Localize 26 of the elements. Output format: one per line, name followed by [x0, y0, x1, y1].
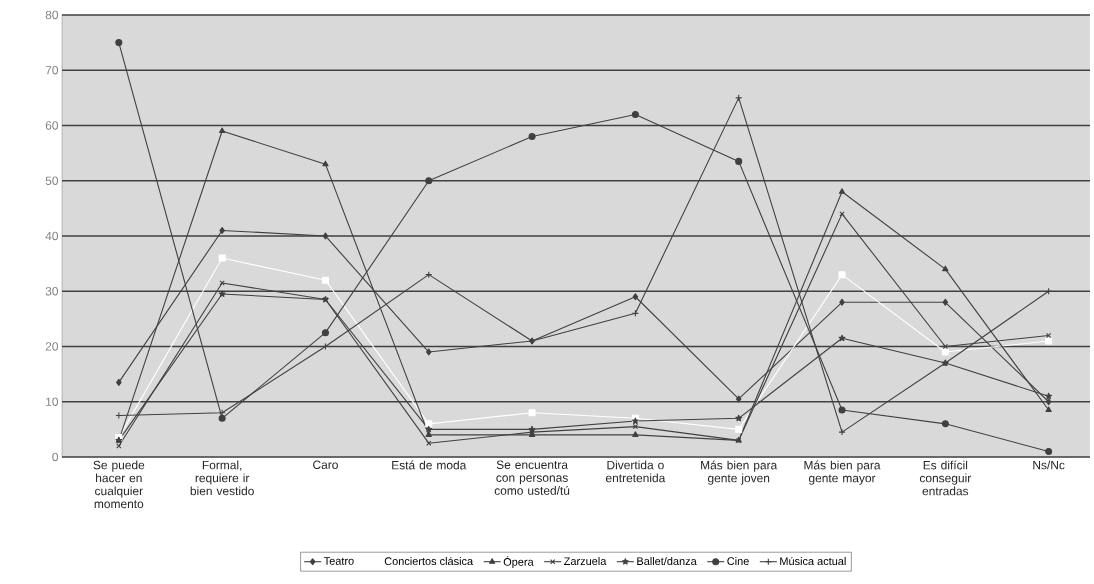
x-tick-label: Más bien para gente joven	[701, 460, 778, 485]
y-tick-label: 40	[45, 231, 59, 241]
y-tick-label: 30	[45, 287, 59, 296]
x-tick-label: Divertida o entretenida	[605, 460, 666, 483]
y-tick-label: 50	[45, 176, 59, 185]
x-tick-label: Está de moda	[392, 460, 467, 470]
x-tick-label: Más bien para gente mayor	[804, 460, 881, 485]
y-tick-label: 70	[45, 66, 59, 75]
y-tick-label: 80	[45, 10, 59, 20]
x-tick-label: Formal, requiere ir bien vestido	[190, 460, 254, 496]
legend-label: Cine	[727, 556, 749, 566]
x-tick-label: Caro	[313, 460, 338, 469]
x-tick-label: Es difícil conseguir entradas	[919, 460, 972, 496]
legend-label: Ballet/danza	[637, 556, 697, 566]
legend-label: Música actual	[780, 556, 846, 566]
x-tick-label: Ns/Nc	[1033, 460, 1065, 470]
y-tick-label: 60	[45, 121, 59, 130]
y-tick-label: 10	[46, 397, 59, 406]
y-tick-label: 20	[45, 342, 59, 351]
y-tick-label: 0	[52, 452, 59, 462]
legend-label: Teatro	[323, 557, 354, 565]
text: Conciertos clásica	[384, 556, 474, 566]
legend-label: Zarzuela	[564, 556, 607, 566]
legend-label: Ópera	[503, 556, 534, 568]
x-tick-label: Se encuentra con personas como usted/tú	[494, 460, 570, 495]
x-tick-label: Se puede hacer en cualquier momento	[93, 460, 145, 509]
